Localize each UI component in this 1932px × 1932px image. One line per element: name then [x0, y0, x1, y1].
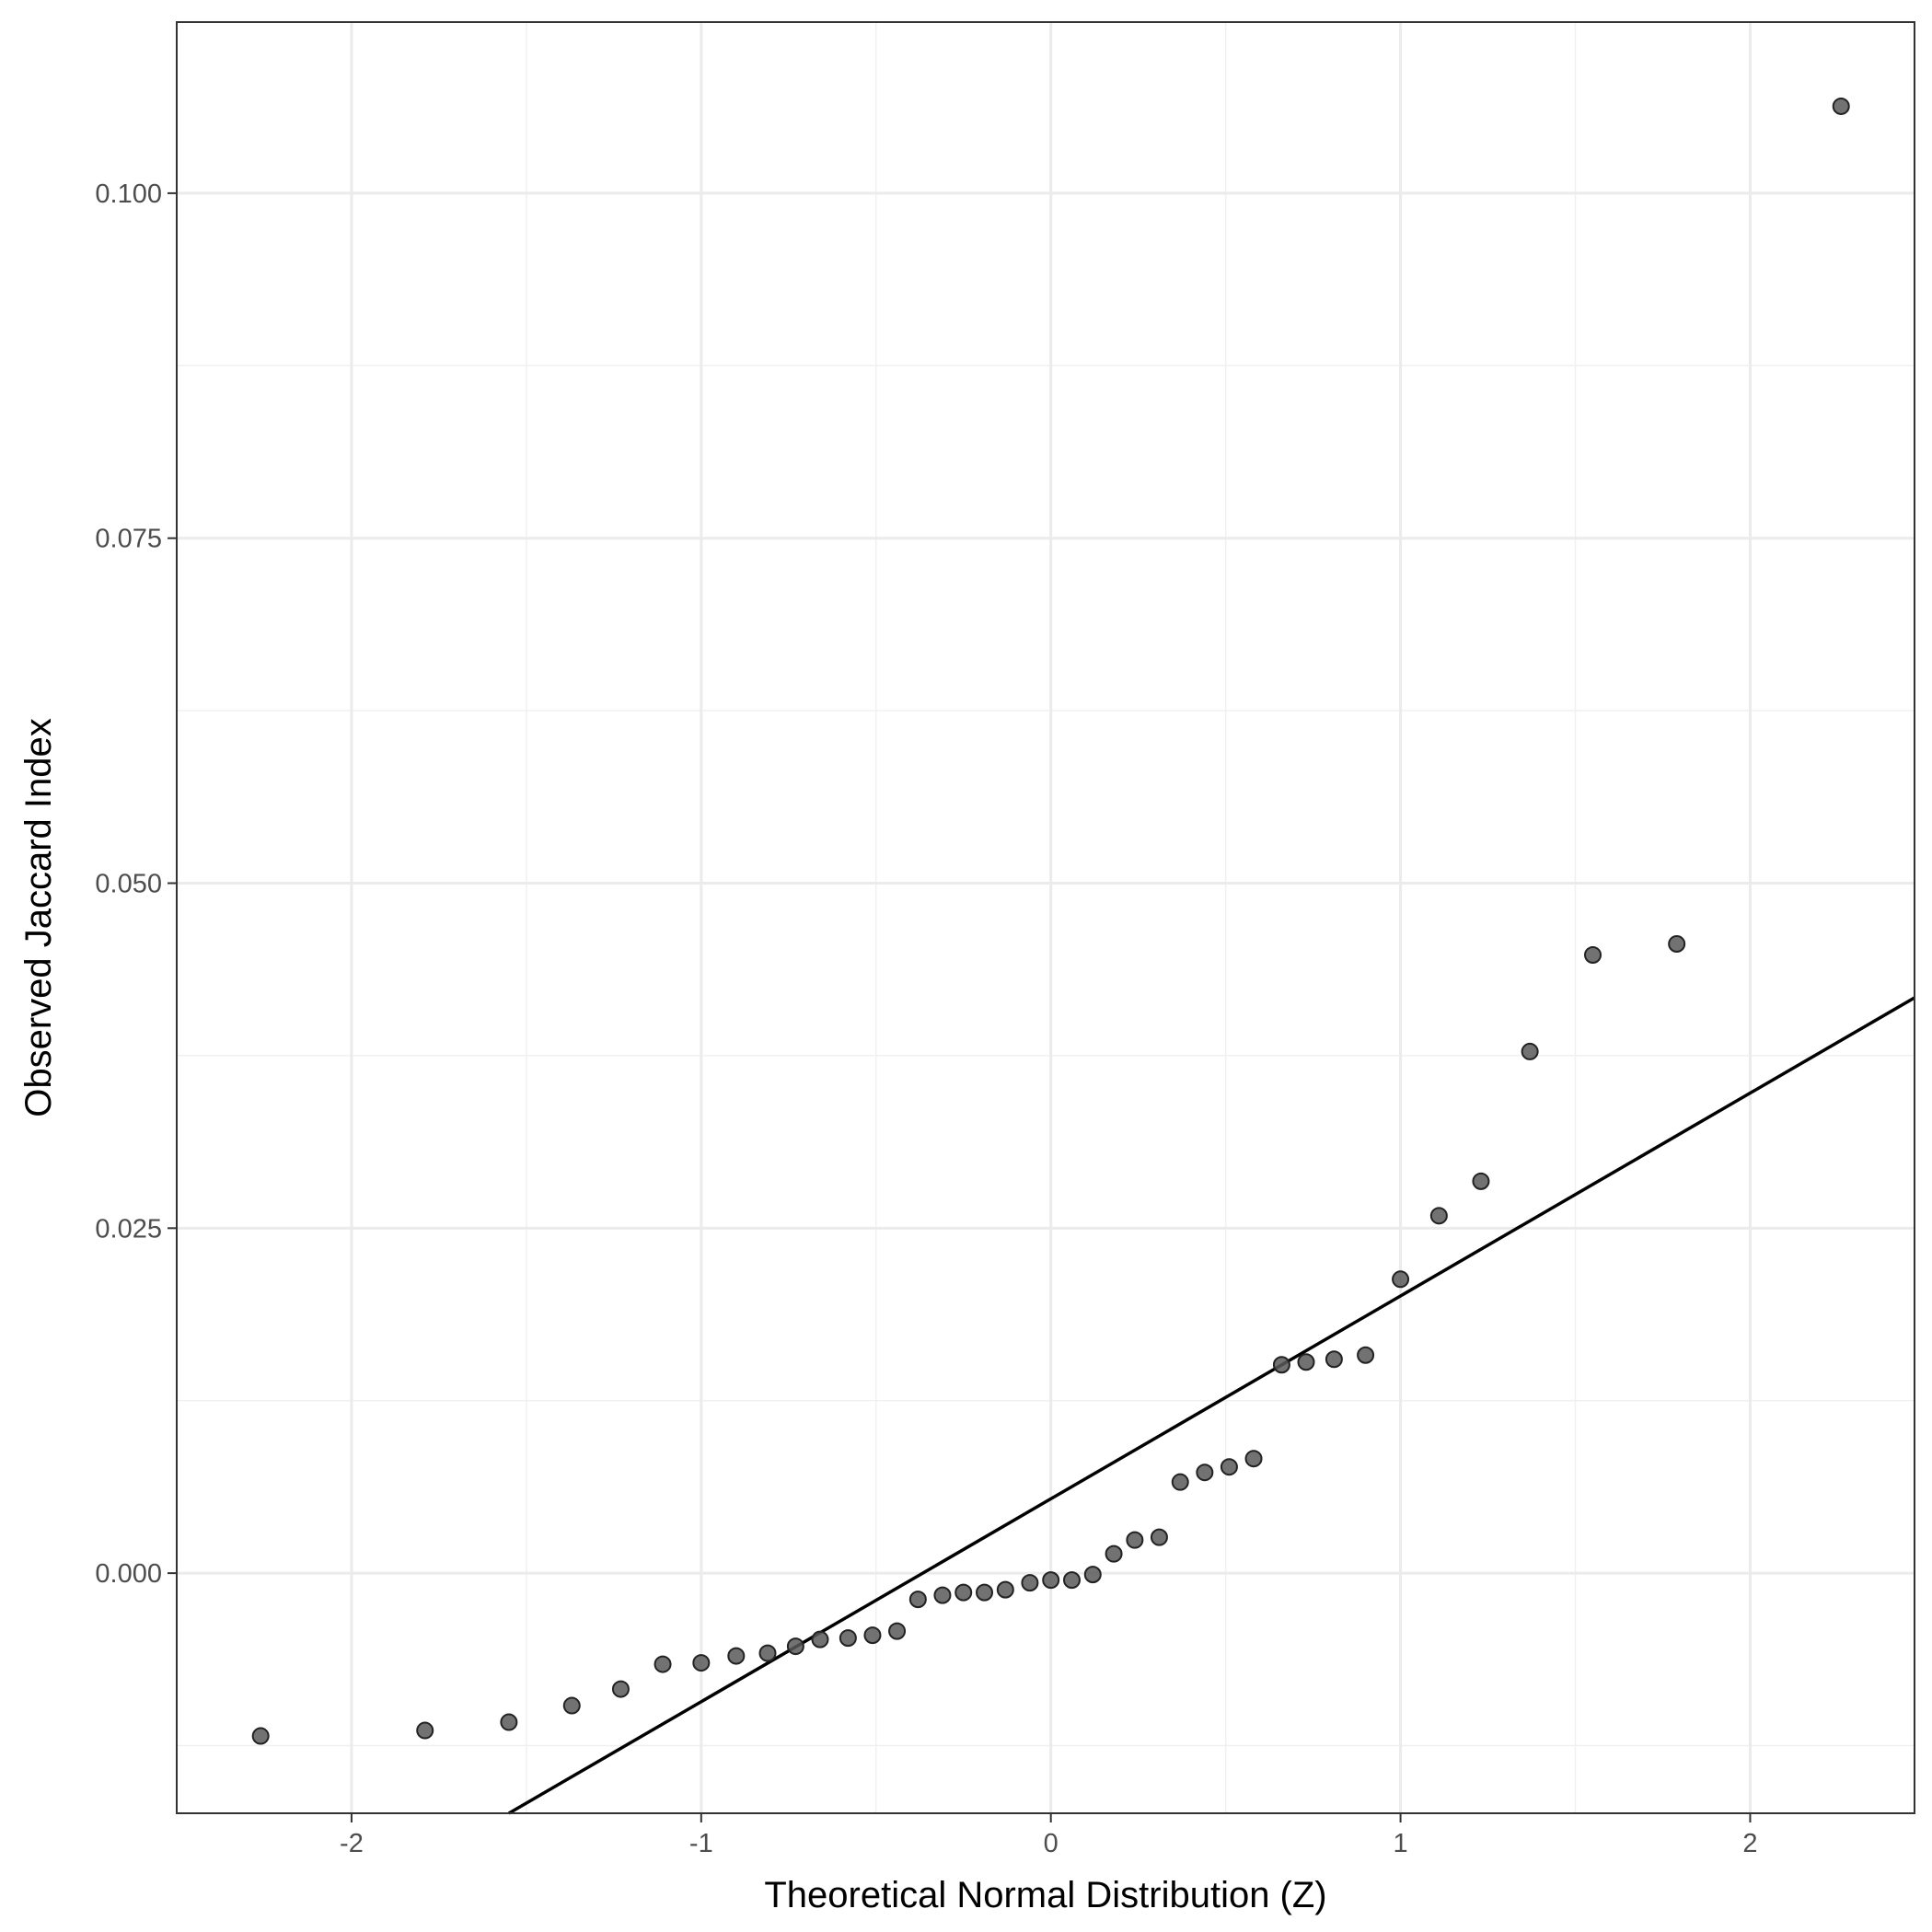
x-tick-label: -2 — [340, 1829, 364, 1858]
major-gridlines — [177, 22, 1915, 1813]
data-point — [1429, 1207, 1448, 1225]
data-point — [1150, 1528, 1168, 1546]
y-tick-label: 0.100 — [95, 179, 162, 209]
data-point — [1196, 1463, 1214, 1482]
data-point — [1472, 1172, 1490, 1190]
data-point — [416, 1721, 434, 1740]
data-point — [692, 1654, 711, 1672]
data-point — [786, 1637, 804, 1656]
data-point — [758, 1644, 777, 1662]
data-point — [1272, 1356, 1290, 1374]
reference-line — [508, 996, 1915, 1815]
data-point — [811, 1630, 829, 1649]
y-tick-label: 0.075 — [95, 525, 162, 554]
x-axis-ticks: -2 -1 0 1 2 — [340, 1813, 1758, 1858]
data-point — [1325, 1350, 1343, 1369]
data-point — [1105, 1544, 1123, 1563]
x-tick-label: -1 — [689, 1829, 713, 1858]
data-point — [1021, 1574, 1039, 1592]
data-point — [908, 1591, 927, 1609]
data-point — [1832, 97, 1850, 115]
data-point — [1171, 1473, 1189, 1491]
data-point — [888, 1622, 907, 1640]
data-point — [727, 1647, 746, 1665]
data-point — [839, 1629, 857, 1648]
data-point — [1357, 1346, 1375, 1364]
data-point — [1062, 1571, 1081, 1590]
data-point — [1083, 1566, 1102, 1584]
data-point — [996, 1580, 1014, 1599]
points-layer — [251, 97, 1850, 1745]
y-tick-label: 0.025 — [95, 1214, 162, 1244]
reference-line-layer — [508, 996, 1915, 1815]
data-point — [1584, 945, 1602, 964]
data-point — [863, 1626, 882, 1645]
x-tick-label: 2 — [1742, 1829, 1757, 1858]
x-tick-label: 1 — [1394, 1829, 1408, 1858]
y-axis-ticks: 0.000 0.025 0.050 0.075 0.100 — [95, 179, 177, 1589]
data-point — [1668, 934, 1686, 953]
data-point — [500, 1713, 518, 1731]
x-axis-title: Theoretical Normal Distribution (Z) — [764, 1875, 1326, 1915]
data-point — [1297, 1353, 1315, 1371]
data-point — [954, 1583, 973, 1602]
data-point — [251, 1727, 270, 1745]
x-tick-label: 0 — [1044, 1829, 1059, 1858]
data-point — [562, 1696, 581, 1715]
data-point — [1220, 1458, 1238, 1476]
data-point — [1042, 1571, 1060, 1590]
data-point — [933, 1586, 952, 1604]
minor-gridlines — [176, 22, 1915, 1813]
data-point — [1244, 1450, 1263, 1468]
y-tick-label: 0.000 — [95, 1559, 162, 1589]
data-point — [654, 1655, 672, 1673]
y-axis-title: Observed Jaccard Index — [18, 718, 59, 1117]
data-point — [1392, 1270, 1410, 1289]
data-point — [1126, 1531, 1144, 1549]
data-point — [611, 1680, 630, 1698]
data-point — [1521, 1042, 1539, 1060]
data-point — [976, 1583, 994, 1602]
panel-border — [176, 21, 1915, 1814]
y-tick-label: 0.050 — [95, 870, 162, 899]
